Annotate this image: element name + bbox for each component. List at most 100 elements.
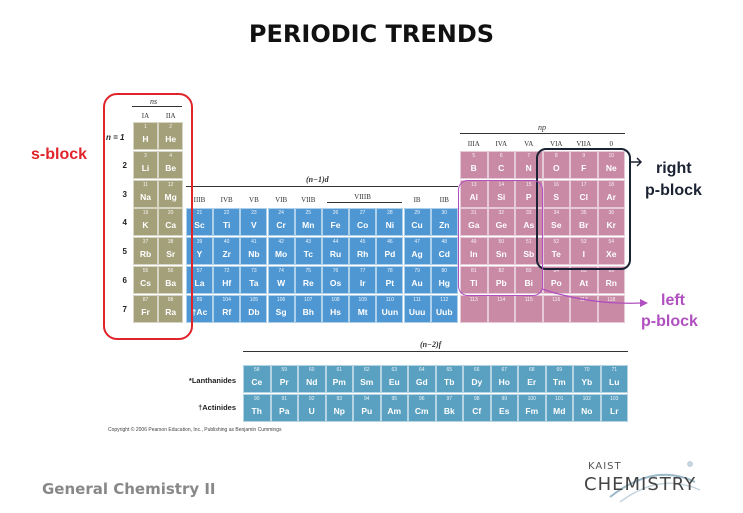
atomic-number: 27 (359, 210, 366, 217)
element-cell: 56 Ba (158, 266, 184, 294)
atomic-number: 80 (441, 268, 448, 274)
element-symbol: Zr (222, 249, 231, 260)
atomic-number: 47 (414, 239, 420, 246)
actinide-cell: 102 No (573, 394, 601, 422)
logo-kaist: KAIST (588, 461, 622, 472)
atomic-number: 118 (607, 296, 616, 303)
element-cell: 49 In (460, 237, 488, 266)
atomic-number: 82 (498, 268, 505, 274)
element-symbol: Re (302, 278, 314, 288)
np-label: np (538, 123, 546, 132)
element-cell: 12 Mg (158, 179, 184, 208)
element-cell: 114 (487, 294, 515, 323)
element-cell: 107 Bh (294, 294, 322, 323)
atomic-number: 66 (473, 367, 480, 373)
element-cell: 73 Ta (240, 266, 268, 294)
element-symbol: As (523, 220, 535, 231)
element-symbol: Ga (468, 220, 480, 231)
element-symbol: Eu (388, 377, 400, 387)
element-cell: 76 Os (322, 266, 349, 294)
atomic-number: 32 (498, 210, 505, 217)
atomic-number: 54 (608, 239, 615, 246)
group-label: IIIA (467, 140, 480, 148)
lanthanide-cell: 58 Ce (243, 365, 271, 393)
element-symbol: Db (248, 306, 260, 317)
element-symbol: Sc (194, 220, 205, 231)
element-cell: 80 Hg (430, 266, 458, 294)
element-symbol: Cs (140, 278, 151, 288)
atomic-number: 77 (359, 268, 366, 274)
actinide-cell: 90 Th (243, 394, 271, 422)
element-cell: 118 (597, 294, 625, 323)
atomic-number: 106 (276, 296, 286, 303)
atomic-number: 23 (251, 210, 257, 217)
element-cell: 106 Sg (267, 294, 295, 323)
element-cell: 26 Fe (322, 208, 349, 237)
atomic-number: 37 (142, 239, 149, 246)
element-cell: 81 Tl (460, 266, 488, 294)
element-cell: 111 Uuu (403, 294, 431, 323)
actinide-cell: 103 Lr (600, 394, 628, 422)
element-cell: 84 Po (542, 266, 570, 294)
lanthanides-label: *Lanthanides (188, 376, 236, 385)
lanthanide-cell: 59 Pr (270, 365, 298, 393)
element-symbol: U (308, 406, 315, 416)
element-symbol: Nb (248, 249, 260, 260)
atomic-number: 90 (253, 396, 260, 402)
lanthanide-cell: 67 Ho (490, 365, 518, 393)
element-cell: 14 Si (487, 179, 515, 208)
element-cell: 53 I (570, 237, 598, 266)
element-symbol: Al (469, 191, 479, 202)
element-symbol: Yb (581, 377, 593, 387)
period-label: 6 (122, 276, 127, 285)
atomic-number: 69 (556, 367, 563, 373)
element-symbol: La (194, 278, 205, 288)
atomic-number: 5 (472, 152, 476, 159)
element-cell: 23 V (240, 208, 268, 237)
element-symbol: Pd (384, 249, 396, 260)
ns-label: ns (150, 97, 158, 106)
actinide-cell: 101 Md (545, 394, 573, 422)
nf-bracket (243, 351, 628, 352)
atomic-number: 48 (441, 239, 448, 246)
element-symbol: S (553, 191, 560, 202)
element-cell: 47 Ag (403, 237, 431, 266)
atomic-number: 74 (278, 268, 284, 274)
atomic-number: 83 (525, 268, 532, 274)
group-label: IIB (439, 196, 449, 204)
element-cell: 29 Cu (403, 208, 431, 237)
nd-bracket (186, 186, 458, 187)
lanthanide-cell: 68 Er (518, 365, 546, 393)
element-cell: 112 Uub (430, 294, 458, 323)
element-cell: 77 Ir (349, 266, 377, 294)
atomic-number: 4 (169, 152, 173, 159)
element-cell: 40 Zr (213, 237, 241, 266)
element-symbol: Ta (249, 278, 259, 288)
atomic-number: 76 (332, 268, 339, 274)
element-symbol: Te (551, 249, 561, 260)
period-label: 2 (122, 160, 127, 170)
atomic-number: 65 (446, 367, 453, 373)
element-symbol: Pa (279, 406, 290, 416)
element-symbol: Rb (139, 249, 152, 260)
atomic-number: 15 (525, 181, 532, 188)
element-cell: 104 Rf (213, 294, 241, 323)
actinide-cell: 93 Np (325, 394, 353, 422)
group-label: VIIB (301, 196, 316, 204)
actinide-cell: 92 U (298, 394, 326, 422)
element-symbol: Po (550, 278, 562, 288)
actinides-label: †Actinides (198, 403, 236, 412)
element-symbol: Cm (414, 406, 429, 416)
element-cell: 10 Ne (597, 150, 625, 179)
atomic-number: 88 (167, 296, 174, 303)
element-symbol: Rh (357, 249, 369, 260)
atomic-number: 92 (308, 396, 315, 402)
element-cell: 4 Be (158, 150, 184, 179)
element-symbol: Ne (605, 162, 617, 173)
atomic-number: 103 (610, 396, 619, 402)
atomic-number: 97 (446, 396, 453, 402)
group-label: VIIIB (354, 193, 371, 201)
atomic-number: 73 (251, 268, 257, 274)
element-cell: 82 Pb (487, 266, 515, 294)
